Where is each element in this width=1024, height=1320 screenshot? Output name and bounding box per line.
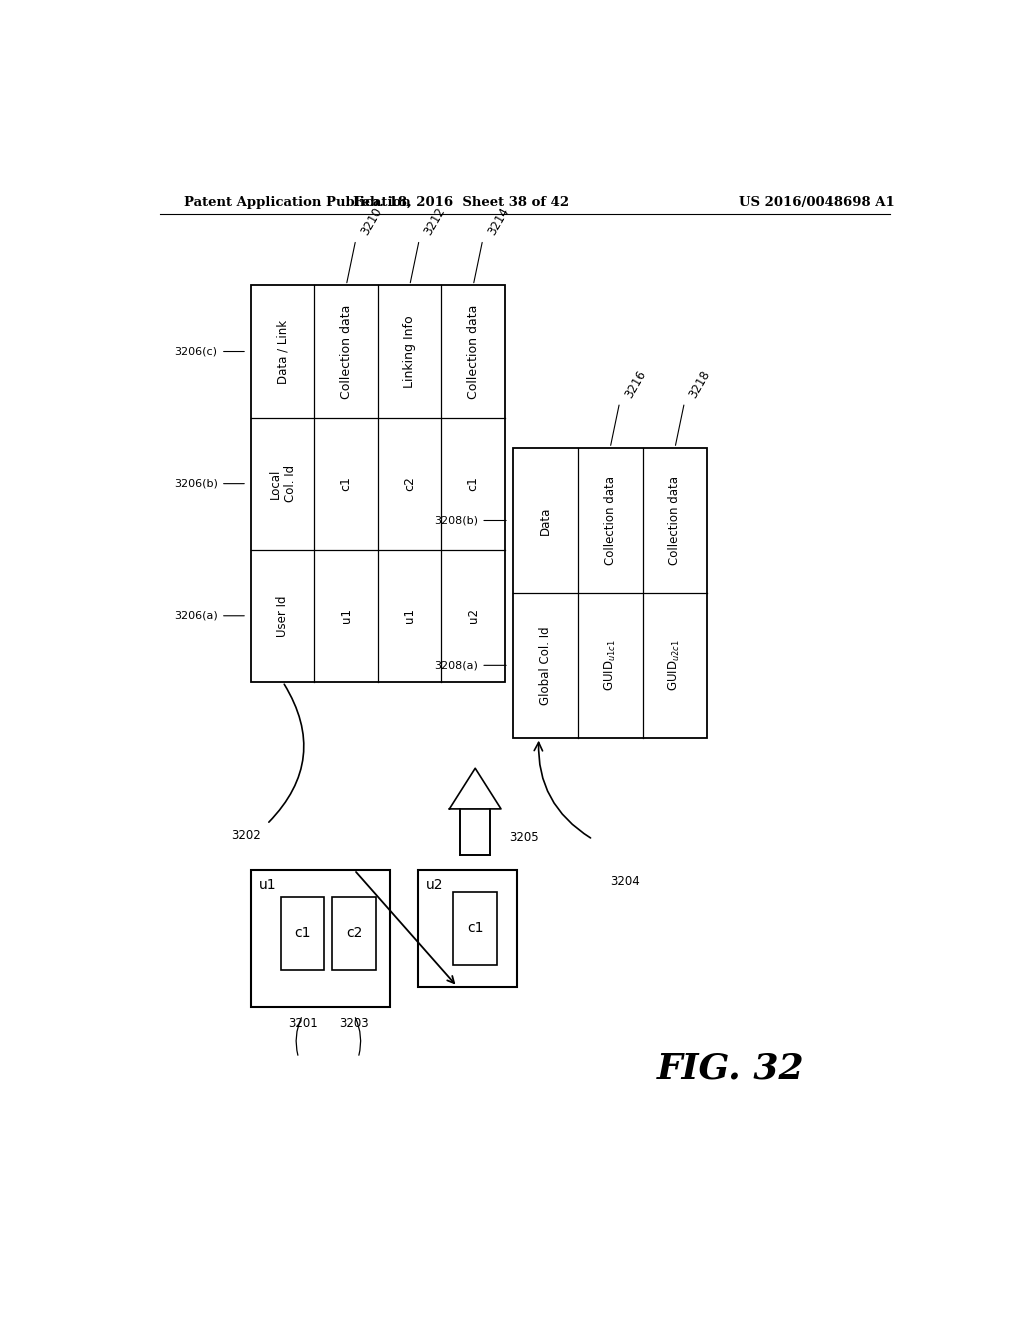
Text: 3202: 3202 xyxy=(231,829,261,842)
Text: US 2016/0048698 A1: US 2016/0048698 A1 xyxy=(739,195,895,209)
Text: u1: u1 xyxy=(259,878,276,892)
Text: c1: c1 xyxy=(467,921,483,936)
Text: 3208(a): 3208(a) xyxy=(434,660,478,671)
Bar xyxy=(333,896,376,970)
Text: 3218: 3218 xyxy=(687,368,713,400)
Polygon shape xyxy=(450,768,501,809)
Text: Data: Data xyxy=(539,507,552,535)
Bar xyxy=(513,447,708,738)
Bar xyxy=(251,285,505,682)
Text: Collection data: Collection data xyxy=(603,477,616,565)
Text: Patent Application Publication: Patent Application Publication xyxy=(183,195,411,209)
Text: u1: u1 xyxy=(403,609,416,623)
Text: 3208(b): 3208(b) xyxy=(434,516,478,525)
Text: 3203: 3203 xyxy=(339,1018,369,1030)
Text: Feb. 18, 2016  Sheet 38 of 42: Feb. 18, 2016 Sheet 38 of 42 xyxy=(353,195,569,209)
Text: Global Col. Id: Global Col. Id xyxy=(539,626,552,705)
Text: u1: u1 xyxy=(340,609,352,623)
Text: Local
Col. Id: Local Col. Id xyxy=(268,465,297,502)
Text: 3206(a): 3206(a) xyxy=(174,611,218,620)
Text: 3204: 3204 xyxy=(610,875,640,888)
Text: 3206(b): 3206(b) xyxy=(174,479,218,488)
Bar xyxy=(418,870,517,987)
Text: c2: c2 xyxy=(346,927,362,940)
Text: 3212: 3212 xyxy=(422,206,447,238)
Text: 3216: 3216 xyxy=(622,368,648,400)
Text: 3206(c): 3206(c) xyxy=(175,347,218,356)
Text: Linking Info: Linking Info xyxy=(403,315,416,388)
Text: c1: c1 xyxy=(294,927,311,940)
Text: GUID$_{u1c1}$: GUID$_{u1c1}$ xyxy=(602,639,617,692)
Text: 3210: 3210 xyxy=(358,206,384,238)
Text: c2: c2 xyxy=(403,477,416,491)
Text: Collection data: Collection data xyxy=(669,477,681,565)
Text: Data / Link: Data / Link xyxy=(276,319,289,384)
Text: Collection data: Collection data xyxy=(467,305,479,399)
Text: 3214: 3214 xyxy=(485,206,511,238)
Text: c1: c1 xyxy=(467,477,479,491)
Text: c1: c1 xyxy=(340,477,352,491)
Bar xyxy=(281,896,325,970)
Bar xyxy=(251,870,390,1007)
Text: u2: u2 xyxy=(467,609,479,623)
Text: FIG. 32: FIG. 32 xyxy=(657,1051,805,1085)
Text: 3205: 3205 xyxy=(509,832,539,845)
Bar xyxy=(454,892,497,965)
Text: Collection data: Collection data xyxy=(340,305,352,399)
Text: 3201: 3201 xyxy=(288,1018,317,1030)
Text: User Id: User Id xyxy=(276,595,289,636)
Text: GUID$_{u2c1}$: GUID$_{u2c1}$ xyxy=(668,639,682,692)
Text: u2: u2 xyxy=(426,878,443,892)
Bar xyxy=(460,809,490,854)
